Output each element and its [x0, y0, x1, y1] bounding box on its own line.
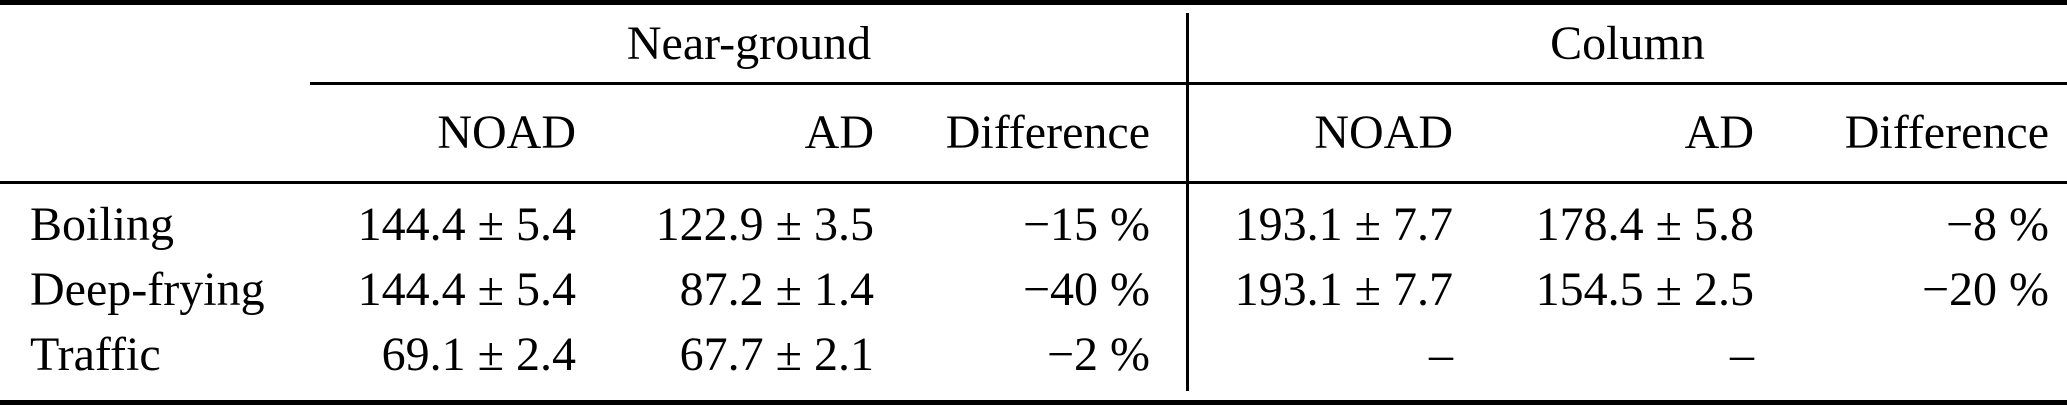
data-cell: −8 %: [1945, 198, 2049, 251]
data-cell: −15 %: [1022, 198, 1150, 251]
data-cell: –: [1429, 328, 1453, 381]
data-cell: 144.4 ± 5.4: [357, 198, 576, 251]
row-label: Boiling: [30, 198, 175, 251]
data-cell: 193.1 ± 7.7: [1234, 263, 1453, 316]
data-cell: 193.1 ± 7.7: [1234, 198, 1453, 251]
corner-cell: [0, 3, 310, 84]
table-row-traffic: Traffic 69.1 ± 2.4 67.7 ± 2.1 −2 % – –: [0, 314, 2067, 379]
group-header-column: Column: [1188, 2, 2067, 85]
data-cell: 178.4 ± 5.8: [1535, 198, 1754, 251]
data-cell: 67.7 ± 2.1: [679, 328, 874, 381]
col-header-col-difference: Difference: [1764, 83, 2067, 184]
column-header-row: NOAD AD Difference NOAD AD Difference: [0, 83, 2067, 184]
col-header-col-noad: NOAD: [1188, 83, 1463, 184]
data-cell: −20 %: [1921, 263, 2049, 316]
col-header-ng-ad: AD: [586, 83, 884, 184]
col-header-col-ad: AD: [1463, 83, 1764, 184]
data-cell: 144.4 ± 5.4: [357, 263, 576, 316]
row-label: Deep-frying: [30, 263, 265, 316]
data-cell: 69.1 ± 2.4: [381, 328, 576, 381]
row-label: Traffic: [30, 328, 161, 381]
data-cell: 87.2 ± 1.4: [679, 263, 874, 316]
data-cell: −40 %: [1022, 263, 1150, 316]
corner-cell-2: [0, 83, 310, 184]
bottom-rule: [0, 400, 2067, 405]
group-header-near-ground: Near-ground: [310, 2, 1188, 85]
col-header-ng-difference: Difference: [884, 83, 1188, 184]
data-cell: 154.5 ± 2.5: [1535, 263, 1754, 316]
data-cell: [1764, 314, 2067, 379]
results-table: Near-ground Column NOAD AD Difference NO…: [0, 0, 2067, 379]
data-cell: –: [1730, 328, 1754, 381]
col-header-ng-noad: NOAD: [310, 83, 586, 184]
group-header-row: Near-ground Column: [0, 2, 2067, 85]
data-cell: −2 %: [1046, 328, 1150, 381]
table-row-deep-frying: Deep-frying 144.4 ± 5.4 87.2 ± 1.4 −40 %…: [0, 249, 2067, 314]
group-divider-line: [1186, 13, 1189, 391]
data-cell: 122.9 ± 3.5: [655, 198, 874, 251]
table-row-boiling: Boiling 144.4 ± 5.4 122.9 ± 3.5 −15 % 19…: [0, 183, 2067, 250]
